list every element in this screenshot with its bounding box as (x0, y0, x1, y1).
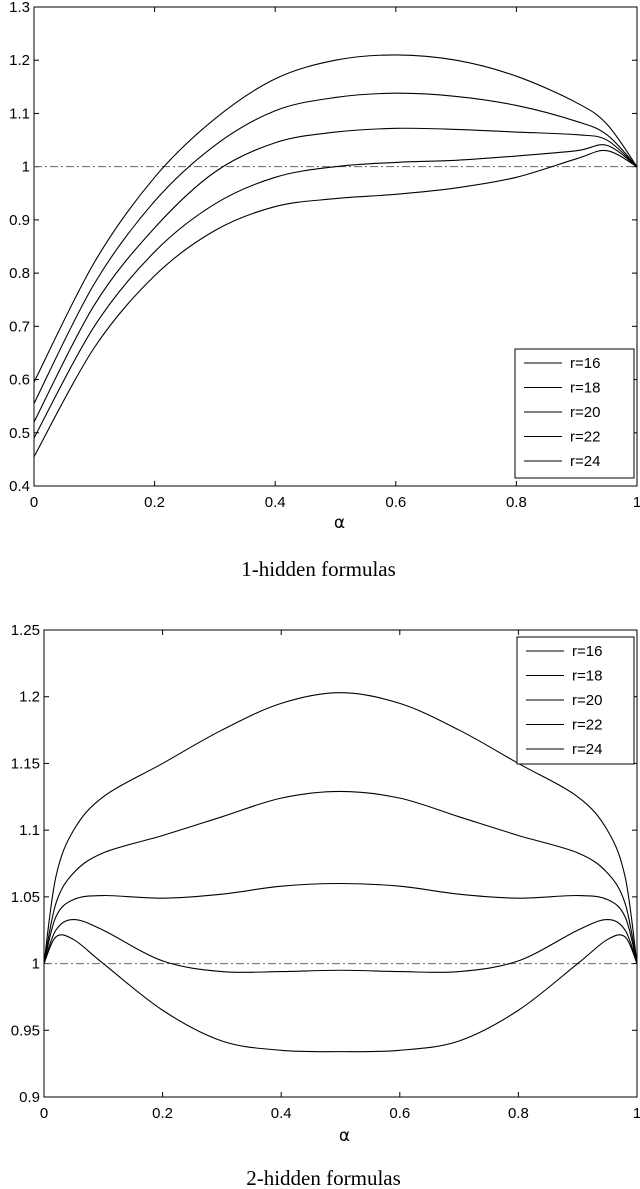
x-axis-label: α (339, 1126, 350, 1146)
plot-frame (43, 629, 638, 1098)
legend-label: r=24 (570, 453, 600, 470)
x-tick-label: 0.4 (265, 494, 286, 511)
x-tick-label: 0.8 (506, 494, 527, 511)
series-line-r=24 (43, 934, 638, 1053)
y-tick-label: 0.8 (9, 265, 30, 282)
legend-label: r=22 (572, 717, 602, 734)
y-tick-label: 0.9 (9, 212, 30, 229)
x-tick-label: 0.8 (508, 1105, 529, 1122)
legend-label: r=20 (572, 692, 602, 709)
y-tick-label: 0.6 (9, 372, 30, 389)
y-tick-label: 0.5 (9, 425, 30, 442)
x-tick-label: 0.6 (385, 494, 406, 511)
y-tick-label: 0.4 (9, 478, 30, 495)
chart-caption: 1-hidden formulas (241, 557, 396, 581)
series-line-r=20 (33, 127, 638, 423)
legend-label: r=20 (570, 404, 600, 421)
legend-label: r=18 (572, 668, 602, 685)
y-tick-label: 1.25 (11, 622, 40, 639)
series-line-r=22 (43, 918, 638, 973)
plot-frame (33, 6, 638, 487)
series-line-r=24 (33, 149, 638, 457)
y-tick-label: 1.3 (9, 0, 30, 16)
legend-label: r=18 (570, 380, 600, 397)
series-line-r=16 (43, 692, 638, 964)
y-tick-label: 1 (32, 956, 40, 973)
x-tick-label: 0.4 (271, 1105, 292, 1122)
y-tick-label: 1 (22, 159, 30, 176)
x-tick-label: 0 (40, 1105, 48, 1122)
chart-2: 0 0.2 0.4 0.6 0.8 1 0.9 0.95 1 1.05 1.1 1.15 1.2 1.25… (11, 622, 640, 1189)
y-tick-label: 1.1 (9, 105, 30, 122)
legend-box (514, 348, 635, 479)
legend: r=16 r=18 r=20 r=22 r=24 (516, 636, 635, 765)
legend-label: r=22 (570, 429, 600, 446)
series-line-r=22 (33, 144, 638, 439)
series-line-r=18 (33, 92, 638, 404)
chart-1: 0 0.2 0.4 0.6 0.8 1 0.4 0.5 0.6 0.7 0.8 0.9 1 1.1 1.2 1… (9, 0, 640, 581)
x-tick-label: 0.2 (152, 1105, 173, 1122)
x-tick-label: 0.6 (389, 1105, 410, 1122)
x-tick-label: 1 (633, 1105, 640, 1122)
y-tick-label: 1.15 (11, 755, 40, 772)
legend-label: r=16 (570, 355, 600, 372)
series-line-r=16 (33, 54, 638, 383)
chart-caption: 2-hidden formulas (246, 1166, 401, 1189)
y-tick-label: 0.95 (11, 1022, 40, 1039)
x-tick-label: 1 (633, 494, 640, 511)
x-tick-label: 0.2 (144, 494, 165, 511)
series-line-r=18 (43, 790, 638, 964)
legend-label: r=16 (572, 643, 602, 660)
y-tick-label: 0.7 (9, 318, 30, 335)
y-tick-label: 1.1 (19, 822, 40, 839)
y-tick-label: 1.05 (11, 889, 40, 906)
legend-label: r=24 (572, 741, 602, 758)
legend: r=16 r=18 r=20 r=22 r=24 (514, 348, 635, 479)
y-tick-label: 1.2 (19, 689, 40, 706)
x-tick-label: 0 (30, 494, 38, 511)
y-tick-label: 1.2 (9, 52, 30, 69)
x-axis-label: α (334, 513, 345, 533)
series-line-r=20 (43, 882, 638, 964)
y-tick-label: 0.9 (19, 1089, 40, 1106)
